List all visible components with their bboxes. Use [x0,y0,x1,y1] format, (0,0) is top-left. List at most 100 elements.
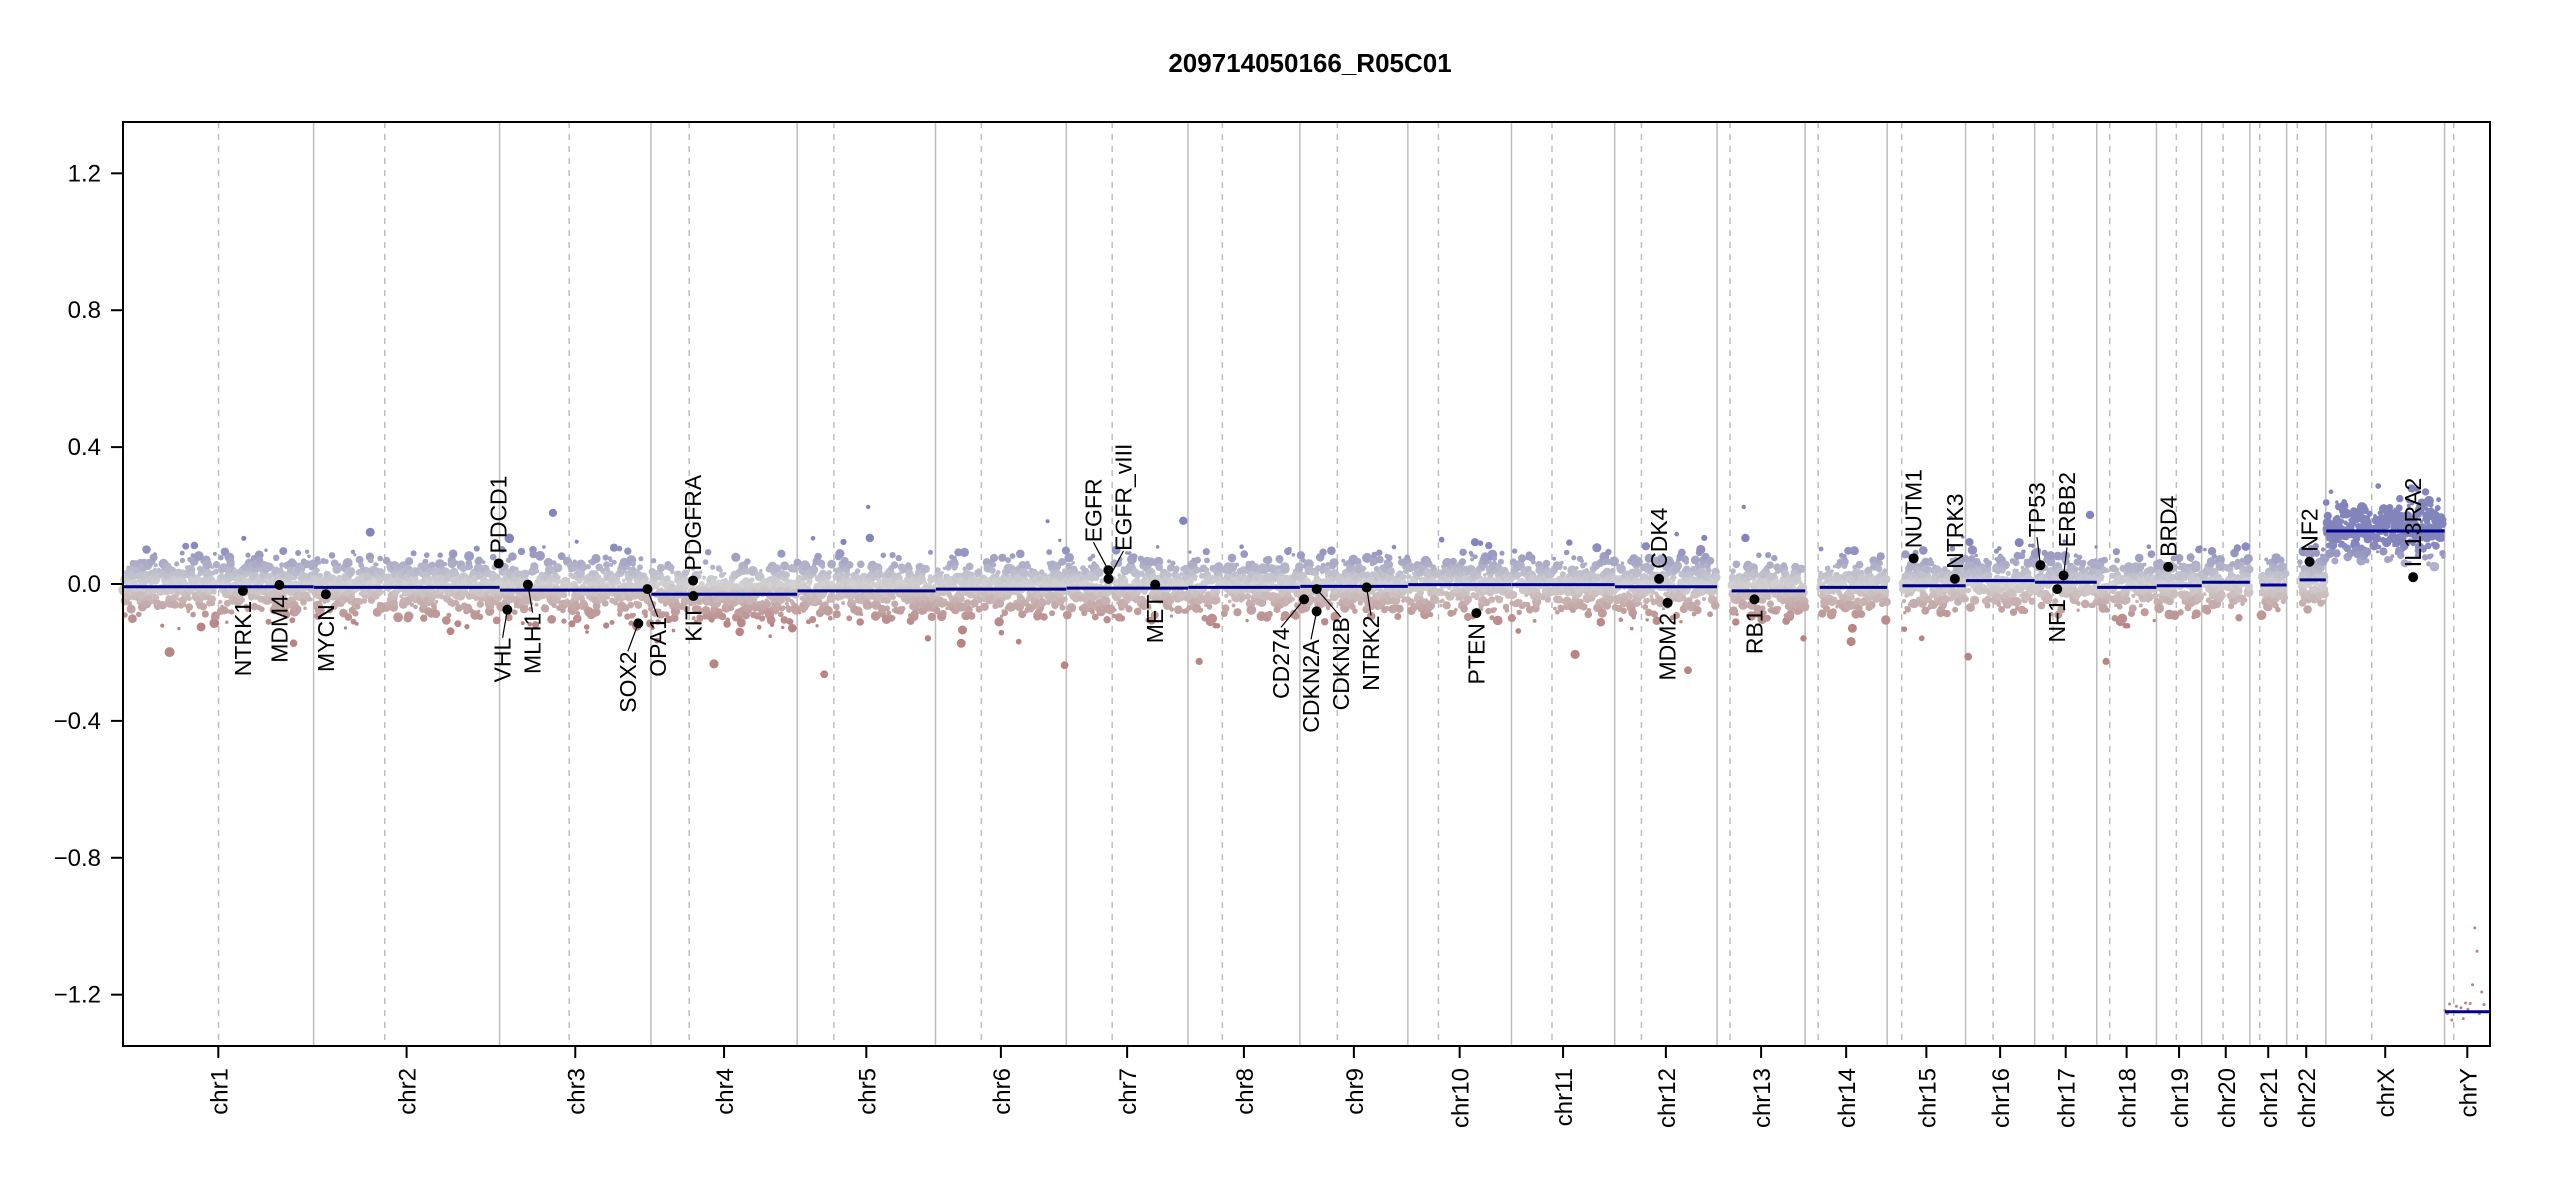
chart-title: 209714050166_R05C01 [1168,48,1451,78]
bin-point [1756,552,1762,559]
bin-point [764,600,772,608]
bin-point [464,624,470,630]
bin-point [718,568,723,573]
bin-point [725,617,731,623]
bin-point [1125,605,1133,613]
bin-point [1766,594,1772,601]
bin-point [576,611,580,616]
bin-point [437,552,444,558]
bin-point [410,550,417,557]
bin-point [1556,563,1563,570]
bin-point [1235,562,1240,567]
bin-point [1466,596,1471,601]
bin-point [459,565,467,573]
bin-point [826,574,832,580]
bin-point [564,577,569,582]
bin-point [611,559,617,565]
bin-point [998,602,1004,607]
bin-point [1060,661,1069,670]
bin-point [434,600,439,604]
bin-point [1015,638,1022,645]
bin-point [895,554,902,562]
bin-point [900,605,906,612]
bin-point [1702,597,1706,601]
bin-point [289,639,298,647]
bin-point [1706,567,1712,573]
bin-point [1442,601,1451,610]
bin-point [289,617,296,624]
bin-point [832,610,841,619]
bin-point [212,568,219,575]
bin-point [1597,608,1607,618]
bin-point [203,595,209,601]
bin-point [492,573,500,581]
bin-point [1040,606,1045,610]
bin-point [1019,568,1029,577]
bin-point [1497,596,1503,602]
bin-point [994,617,1004,627]
bin-point [637,564,643,571]
bin-point [1711,601,1720,610]
bin-point [350,549,356,554]
bin-point [1631,615,1636,620]
bin-point [1113,608,1117,612]
bin-point [1239,544,1244,549]
bin-point [798,611,802,615]
bin-point [591,553,601,564]
bin-point [1682,595,1687,600]
bin-point [1169,607,1174,612]
bin-point [218,555,224,561]
bin-point [1376,549,1383,556]
bin-point [1678,548,1686,557]
bin-point [758,615,766,622]
bin-point [998,629,1005,636]
bin-point [279,547,288,556]
bin-point [1376,555,1384,564]
bin-point [190,553,195,558]
bin-point [1064,552,1074,563]
bin-point [820,563,826,569]
bin-point [1037,598,1047,608]
bin-point [1460,605,1468,613]
bin-point [259,581,264,586]
bin-point [1563,549,1570,556]
bin-point [508,552,517,561]
bin-point [1169,614,1174,618]
bin-point [309,597,313,602]
bin-point [291,604,302,615]
bin-point [630,561,636,567]
bin-point [1291,553,1296,557]
bin-point [1386,567,1395,576]
bin-point [210,565,215,569]
bin-point [989,553,999,563]
bin-point [616,545,623,552]
bin-point [402,596,412,606]
bin-point [759,568,763,573]
bin-point [924,635,932,642]
bin-point [1251,602,1256,607]
bin-point [535,550,545,561]
bin-point [809,616,817,624]
bin-point [954,565,958,569]
bin-point [1596,617,1606,627]
bin-point [446,612,452,618]
bin-point [1560,560,1564,565]
bin-point [1221,604,1230,613]
bin-point [556,575,561,580]
bin-point [1204,557,1210,564]
bin-point [314,556,321,562]
bin-point [1283,565,1289,572]
bin-point [164,647,175,658]
bin-point [866,504,871,510]
bin-point [1683,559,1689,565]
bin-point [489,553,497,561]
bin-point [601,600,609,607]
bin-point [1197,607,1204,613]
bin-point [976,592,981,597]
bin-point [595,604,600,610]
bin-point [1674,531,1679,537]
bin-point [485,590,490,595]
bin-point [1630,626,1634,631]
bin-point [548,508,558,517]
bin-point [1059,604,1066,611]
